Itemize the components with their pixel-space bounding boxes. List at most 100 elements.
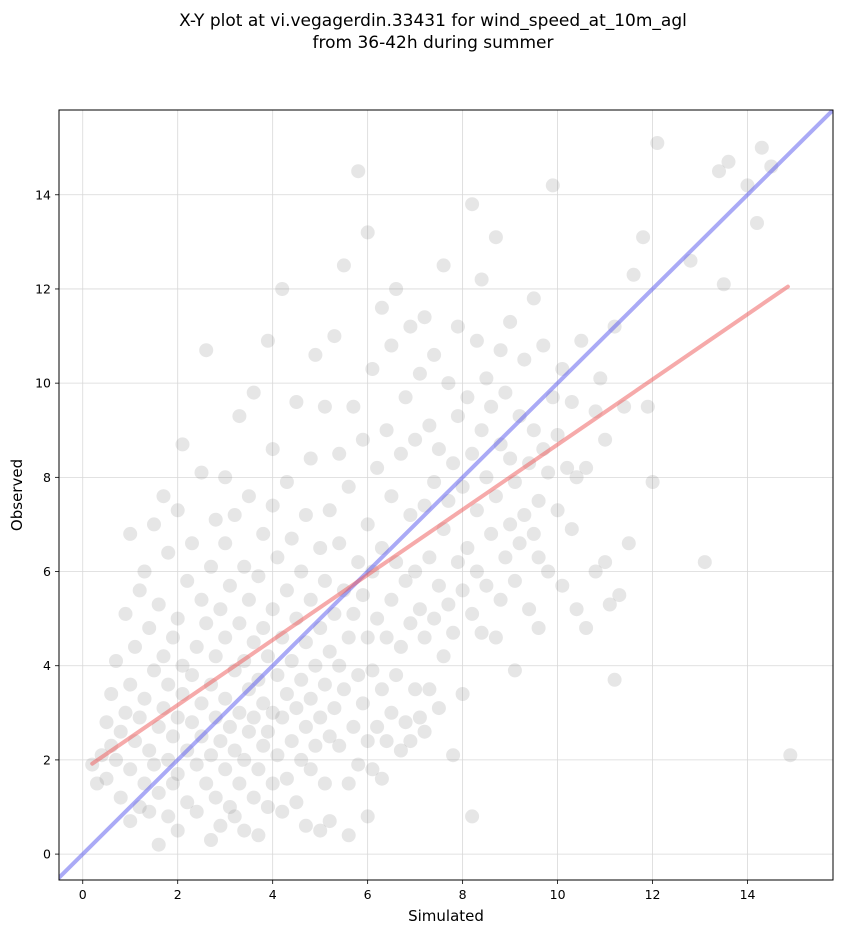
data-point [213, 818, 228, 833]
data-point [270, 748, 285, 763]
data-point [408, 432, 423, 447]
data-point [479, 578, 494, 593]
data-point [204, 833, 218, 847]
data-point [270, 550, 285, 565]
data-point [484, 399, 499, 414]
data-point [189, 804, 204, 819]
data-point [294, 564, 309, 579]
data-point [351, 757, 366, 772]
data-point [393, 639, 408, 654]
data-point [412, 602, 427, 617]
data-point [365, 362, 380, 376]
x-tick-label: 2 [174, 887, 182, 902]
data-point [170, 767, 185, 781]
data-point [422, 418, 437, 433]
data-point [750, 216, 764, 230]
data-point [132, 710, 147, 725]
data-point [479, 470, 494, 485]
data-point [327, 701, 342, 716]
data-point [465, 197, 480, 212]
data-point [493, 592, 508, 607]
data-point [128, 639, 142, 654]
data-point [332, 446, 347, 461]
data-point [593, 371, 608, 386]
data-point [526, 526, 541, 541]
data-point [384, 338, 399, 353]
data-point [275, 282, 290, 296]
data-point [332, 536, 347, 551]
data-point [123, 762, 138, 777]
data-point [488, 630, 503, 645]
data-point [564, 395, 579, 409]
data-point [194, 696, 209, 711]
data-point [412, 710, 427, 725]
data-point [346, 399, 361, 414]
data-point [109, 752, 123, 767]
data-point [545, 178, 560, 193]
data-point [142, 743, 157, 758]
data-point [303, 762, 318, 777]
chart-title-line-2: from 36-42h during summer [313, 33, 554, 53]
data-point [260, 649, 275, 664]
data-point [374, 682, 389, 697]
data-point [526, 423, 541, 438]
data-point [379, 734, 394, 749]
data-point [450, 555, 465, 570]
data-point [450, 409, 465, 424]
data-point [194, 592, 209, 607]
data-point [137, 564, 152, 579]
data-point [360, 630, 375, 645]
data-point [341, 630, 356, 645]
data-point [370, 460, 385, 475]
data-point [531, 493, 546, 508]
identity-line [59, 110, 833, 880]
data-point [493, 343, 508, 358]
data-point [189, 757, 204, 772]
data-point [161, 677, 176, 692]
x-tick-label: 8 [459, 887, 467, 902]
data-point [384, 592, 399, 607]
data-point [185, 536, 199, 551]
data-point [222, 719, 237, 734]
data-point [474, 272, 489, 287]
data-point [465, 606, 480, 621]
data-point [251, 569, 266, 584]
data-point [465, 446, 480, 461]
y-tick-label: 12 [35, 281, 51, 296]
data-point [123, 814, 138, 829]
data-point [398, 573, 413, 588]
data-point [284, 531, 299, 546]
data-point [289, 795, 304, 810]
data-point [170, 710, 185, 725]
data-point [446, 748, 461, 763]
x-tick-label: 14 [740, 887, 756, 902]
data-point [298, 508, 313, 522]
trend-lines [59, 110, 833, 880]
data-point [90, 776, 104, 791]
y-axis-ticks: 0 2 4 6 8 10 12 14 [35, 187, 59, 862]
data-point [436, 649, 451, 664]
data-point [398, 390, 413, 405]
data-point [479, 371, 494, 386]
data-point [151, 837, 166, 852]
data-point [503, 451, 518, 466]
data-point [289, 701, 304, 716]
data-point [208, 790, 223, 805]
data-point [313, 710, 328, 725]
data-point [123, 526, 138, 541]
x-axis-ticks: 0 2 4 6 8 10 12 14 [79, 880, 756, 902]
data-point [460, 541, 475, 555]
data-point [469, 333, 484, 348]
data-point [151, 719, 166, 734]
data-point [754, 140, 769, 155]
data-point [393, 743, 408, 758]
data-point [279, 475, 294, 489]
data-point [503, 314, 518, 329]
data-point [379, 630, 394, 645]
data-point [313, 541, 328, 555]
data-point [446, 456, 461, 471]
data-point [156, 489, 171, 504]
data-point [574, 333, 589, 348]
data-point [194, 465, 209, 480]
